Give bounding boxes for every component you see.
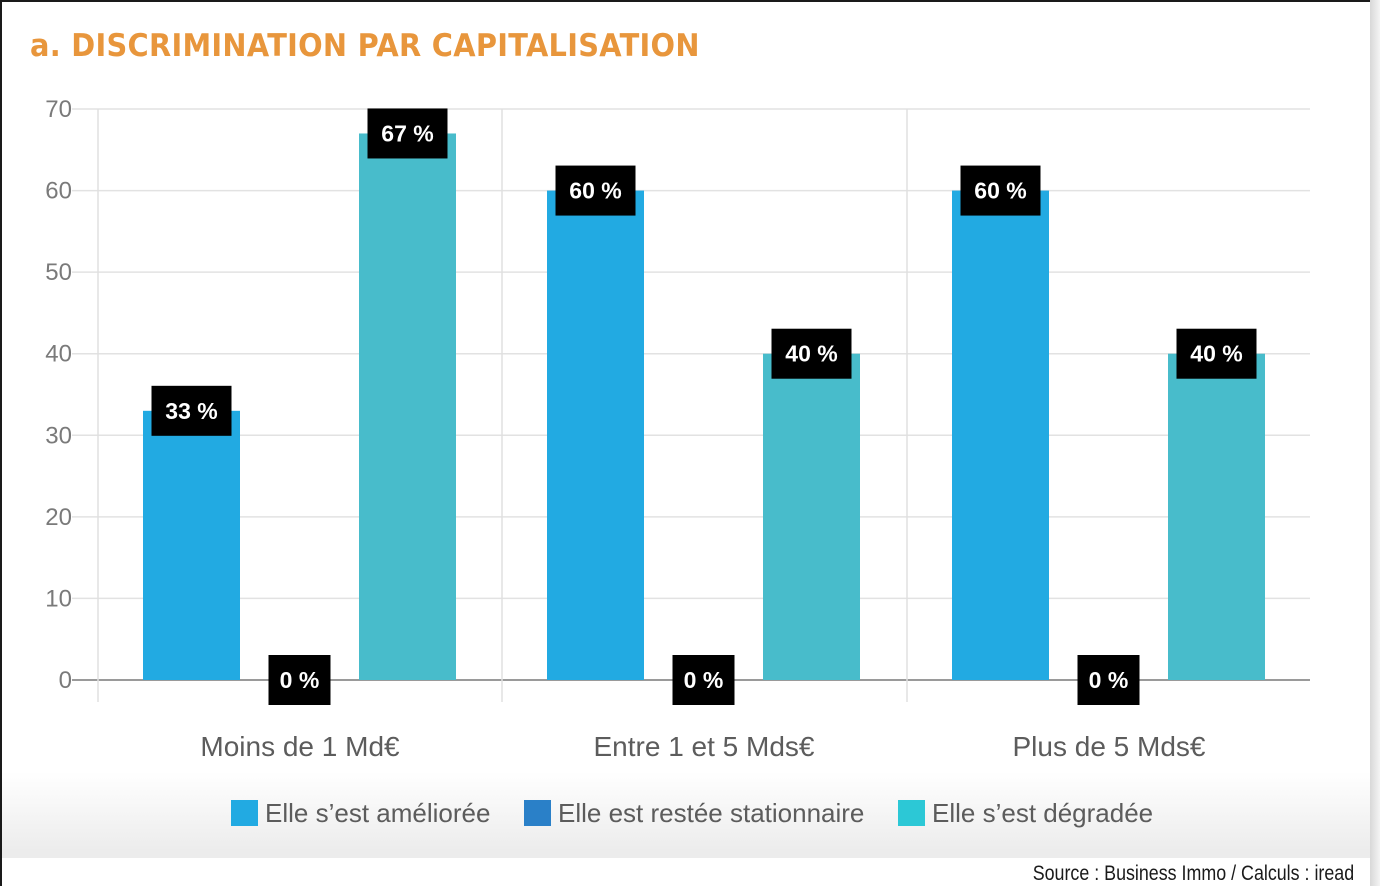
y-tick-label: 0	[59, 667, 72, 694]
y-tick-label: 10	[45, 585, 72, 612]
bar	[547, 190, 644, 681]
y-tick-label: 70	[45, 96, 72, 123]
legend-label: Elle s’est dégradée	[932, 798, 1153, 828]
data-label: 0 %	[684, 667, 724, 693]
x-tick-label: Entre 1 et 5 Mds€	[593, 731, 814, 762]
data-label-box	[1176, 328, 1257, 379]
legend-label: Elle s’est améliorée	[265, 798, 490, 828]
data-label-box	[1077, 655, 1140, 705]
x-tick-label: Moins de 1 Md€	[200, 731, 400, 762]
data-label-box	[672, 655, 735, 705]
data-label-box	[367, 108, 448, 159]
legend-swatch	[524, 800, 551, 826]
data-label: 60 %	[569, 178, 621, 204]
data-label-box	[151, 385, 232, 436]
data-label-box	[555, 165, 636, 216]
data-label-box	[268, 655, 331, 705]
data-labels: 33 % 0 % 67 % 60 % 0 % 40 % 60 % 0 % 40 %	[151, 108, 1257, 705]
x-tick-label: Plus de 5 Mds€	[1013, 731, 1206, 762]
data-label-box	[771, 328, 852, 379]
y-tick-label: 30	[45, 422, 72, 449]
y-tick-label: 40	[45, 341, 72, 368]
y-tick-label: 50	[45, 259, 72, 286]
y-tick-label: 60	[45, 178, 72, 205]
page-edge	[1370, 0, 1380, 886]
bar	[1168, 353, 1265, 680]
legend-swatch	[231, 800, 258, 826]
chart-title: a. DISCRIMINATION PAR CAPITALISATION	[30, 28, 700, 64]
bar	[359, 133, 456, 680]
data-label: 67 %	[381, 120, 433, 146]
data-label: 0 %	[1089, 667, 1129, 693]
legend-swatch	[898, 800, 925, 826]
data-label: 60 %	[974, 178, 1026, 204]
data-label: 33 %	[165, 398, 217, 424]
y-tick-label: 20	[45, 504, 72, 531]
grid	[72, 108, 1310, 702]
bar	[952, 190, 1049, 681]
bar	[763, 353, 860, 680]
data-label: 40 %	[785, 341, 837, 367]
bars	[143, 133, 1265, 681]
data-label: 0 %	[280, 667, 320, 693]
data-label-box	[960, 165, 1041, 216]
axes: 0 10 20 30 40 50 60 70 Moins de 1 Md€ Entre 1 et …	[45, 96, 1206, 762]
legend: Elle s’est améliorée Elle est restée stat…	[231, 798, 1153, 828]
legend-label: Elle est restée stationnaire	[558, 798, 864, 828]
data-label: 40 %	[1190, 341, 1242, 367]
source-note: Source : Business Immo / Calculs : iread	[1032, 862, 1354, 885]
bar	[143, 410, 240, 680]
